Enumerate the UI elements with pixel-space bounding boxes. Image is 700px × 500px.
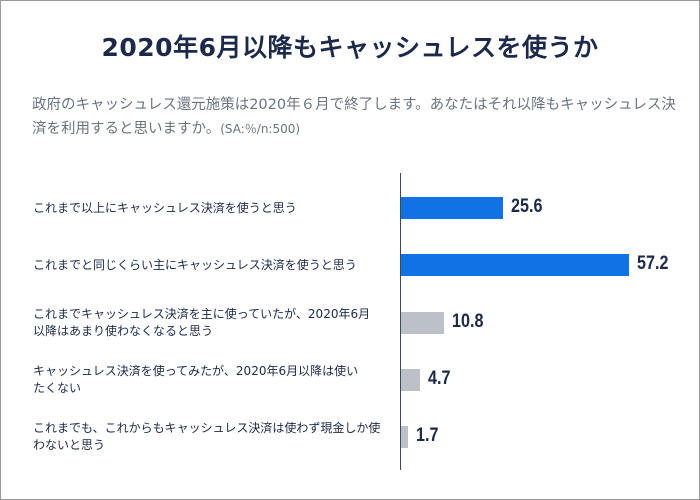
value-label: 57.2 (637, 253, 669, 274)
chart-title: 2020年6月以降もキャッシュレスを使うか (101, 33, 599, 62)
category-label: これまで以上にキャッシュレス決済を使うと思う (33, 200, 297, 215)
category-label: キャッシュレス決済を使ってみたが、2020年6月以降は使い たくない (33, 364, 359, 395)
subtitle-text: 政府のキャッシュレス還元施策は2020年６月で終了します。あなたはそれ以降もキャ… (32, 97, 676, 137)
value-label: 10.8 (452, 311, 484, 332)
chart-subtitle: 政府のキャッシュレス還元施策は2020年６月で終了します。あなたはそれ以降もキャ… (32, 93, 682, 141)
category-label: これまでと同じくらい主にキャッシュレス決済を使うと思う (33, 257, 357, 272)
sample-note: (SA:％/n:500) (220, 122, 301, 136)
value-label: 25.6 (511, 196, 543, 217)
value-label: 1.7 (415, 425, 439, 446)
bar (401, 369, 420, 391)
category-label: これまでキャッシュレス決済を主に使っていたが、2020年6月 以降はあまり使わなく… (33, 307, 371, 338)
category-label: これまでも、これからもキャッシュレス決済は使わず現金しか使 わないと思う (33, 421, 381, 452)
bar (401, 426, 408, 448)
bar (401, 197, 504, 219)
value-label: 4.7 (427, 368, 451, 389)
bar (401, 312, 445, 334)
bar (401, 254, 629, 276)
category-axis (400, 173, 401, 470)
